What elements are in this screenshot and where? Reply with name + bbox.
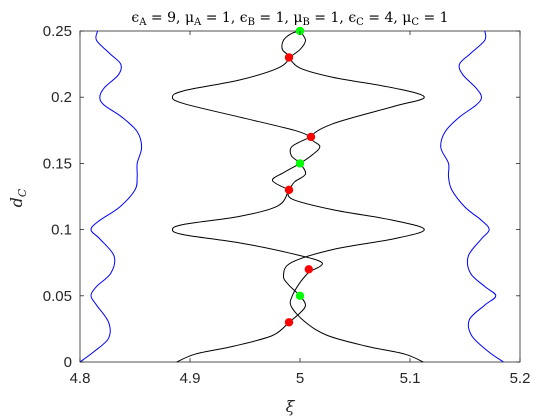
- chart-title-part: = 9,: [146, 10, 184, 26]
- y-tick-label: 0.25: [43, 23, 72, 40]
- series-line-5: [282, 189, 425, 323]
- red-point-3: [284, 185, 294, 195]
- chart-title-part: = 1,: [310, 10, 348, 26]
- y-axis-label: dC: [7, 188, 29, 207]
- series-line-9: [288, 30, 307, 58]
- chart-title-part: = 1: [419, 10, 449, 26]
- red-point-2: [304, 265, 313, 274]
- y-tick-label: 0.15: [43, 155, 72, 172]
- series-line-6: [171, 136, 323, 273]
- y-tick-label: 0: [64, 354, 72, 371]
- green-point-3: [295, 26, 305, 36]
- series-line-7: [271, 57, 425, 191]
- series-line-2: [440, 30, 504, 363]
- x-tick-label: 5.2: [510, 370, 531, 387]
- y-tick-label: 0.2: [51, 89, 72, 106]
- red-point-5: [284, 53, 294, 62]
- x-axis: 4.8 4.9 5 5.1 5.2: [70, 31, 531, 387]
- chart-title-part: ϵ: [348, 10, 356, 26]
- series-line-4: [289, 271, 424, 363]
- x-axis-label: ξ: [286, 397, 296, 416]
- x-tick-label: 4.8: [70, 370, 91, 387]
- chart-title: ϵA = 9, μA = 1, ϵB = 1, μB = 1, ϵC = 4, …: [131, 10, 448, 28]
- chart-title-part: = 4,: [364, 10, 402, 26]
- green-point-1: [295, 291, 305, 300]
- series-line-3: [176, 321, 290, 363]
- red-point-1: [284, 318, 294, 327]
- series-line-1: [79, 30, 143, 363]
- chart-title-part: = 1,: [201, 10, 239, 26]
- series-line-8: [171, 30, 312, 138]
- chart-title-part: A: [138, 17, 147, 28]
- chart-title-part: μ: [402, 10, 411, 26]
- x-tick-label: 5.1: [400, 370, 421, 387]
- plot-area: [79, 26, 521, 363]
- chart-title-part: B: [248, 17, 255, 28]
- chart-title-part: ϵ: [131, 10, 139, 26]
- y-tick-label: 0.05: [43, 288, 72, 305]
- chart-title-part: μ: [293, 10, 302, 26]
- x-tick-label: 4.9: [180, 370, 201, 387]
- y-axis: 0 0.05 0.1 0.15 0.2 0.25: [43, 23, 520, 371]
- chart-title-part: B: [303, 17, 310, 28]
- chart-title-part: = 1,: [255, 10, 293, 26]
- x-tick-label: 5: [296, 370, 304, 387]
- chart-title-part: C: [356, 17, 364, 28]
- chart-title-part: A: [193, 17, 202, 28]
- chart-title-part: ϵ: [240, 10, 248, 26]
- green-point-2: [295, 159, 305, 168]
- y-tick-label: 0.1: [51, 222, 72, 239]
- chart-title-part: μ: [185, 10, 194, 26]
- red-point-4: [306, 132, 316, 142]
- chart-title-part: C: [411, 17, 419, 28]
